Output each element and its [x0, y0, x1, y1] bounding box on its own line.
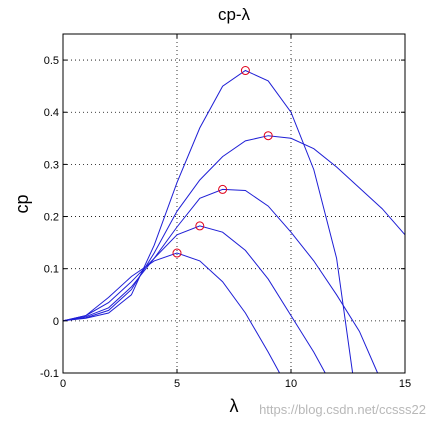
watermark-text: https://blog.csdn.net/ccsss22: [259, 402, 426, 417]
chart-title: cp-λ: [218, 5, 251, 24]
y-tick-label: 0.1: [44, 264, 59, 276]
series-line-5: [62, 69, 354, 374]
series-lines: [62, 69, 406, 374]
x-tick-label: 5: [174, 378, 180, 390]
y-axis-label: cp: [12, 194, 32, 213]
axis-ticks: 0 5 10 15-0.100.10.20.30.40.5: [40, 34, 411, 390]
series-line-3: [62, 188, 379, 374]
peak-marker-3: [218, 184, 228, 194]
peak-markers: [172, 66, 273, 258]
y-tick-label: 0.2: [44, 212, 59, 224]
peak-marker-5: [240, 66, 250, 76]
series-line-4: [62, 135, 406, 322]
x-tick-label: 15: [399, 378, 411, 390]
peak-marker-2: [195, 221, 205, 231]
x-tick-label: 10: [285, 378, 297, 390]
y-tick-label: 0: [53, 316, 59, 328]
peak-marker-1: [172, 248, 182, 258]
x-axis-label: λ: [230, 396, 239, 416]
y-tick-label: -0.1: [40, 368, 59, 380]
plot-frame: [62, 33, 406, 374]
series-line-1: [62, 252, 281, 374]
y-tick-label: 0.3: [44, 159, 59, 171]
peak-marker-4: [263, 131, 273, 141]
plot-area: [63, 34, 405, 373]
x-tick-label: 0: [60, 378, 66, 390]
y-tick-label: 0.4: [44, 107, 59, 119]
series-line-2: [62, 225, 326, 374]
y-tick-label: 0.5: [44, 55, 59, 67]
